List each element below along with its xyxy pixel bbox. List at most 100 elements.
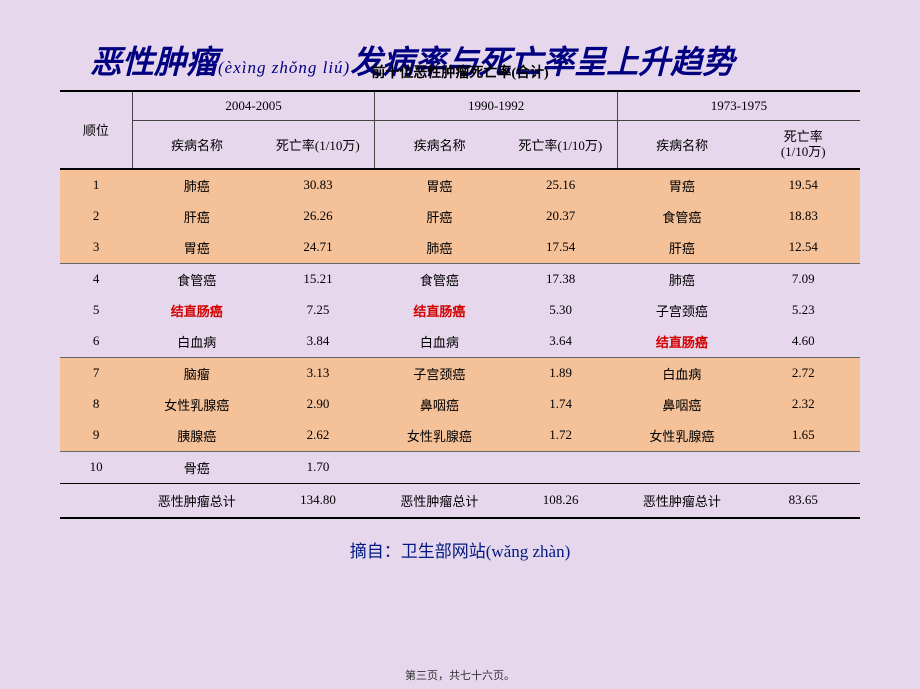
total-cell: 恶性肿瘤总计 xyxy=(375,483,504,518)
rate-header-1: 死亡率(1/10万) xyxy=(504,120,618,169)
table-row: 2肝癌26.26肝癌20.37食管癌18.83 xyxy=(60,201,860,232)
rate-cell xyxy=(504,451,618,483)
rank-cell: 4 xyxy=(60,263,132,295)
rate-cell: 17.38 xyxy=(504,263,618,295)
table-body: 1肺癌30.83胃癌25.16胃癌19.542肝癌26.26肝癌20.37食管癌… xyxy=(60,169,860,518)
rate-cell: 20.37 xyxy=(504,201,618,232)
rank-cell: 3 xyxy=(60,232,132,264)
disease-cell: 白血病 xyxy=(132,326,261,358)
disease-cell: 白血病 xyxy=(617,357,746,389)
rank-cell: 8 xyxy=(60,389,132,420)
disease-cell xyxy=(617,451,746,483)
total-cell: 134.80 xyxy=(261,483,375,518)
disease-cell: 食管癌 xyxy=(617,201,746,232)
table-row: 9胰腺癌2.62女性乳腺癌1.72女性乳腺癌1.65 xyxy=(60,420,860,452)
table-row: 8女性乳腺癌2.90鼻咽癌1.74鼻咽癌2.32 xyxy=(60,389,860,420)
rate-cell: 24.71 xyxy=(261,232,375,264)
rank-cell: 10 xyxy=(60,451,132,483)
disease-cell: 白血病 xyxy=(375,326,504,358)
title-pinyin: (èxìng zhǒng liú) xyxy=(218,58,350,77)
page-footer: 第三页，共七十六页。 xyxy=(0,667,920,683)
table-row: 7脑瘤3.13子宫颈癌1.89白血病2.72 xyxy=(60,357,860,389)
table-row: 3胃癌24.71肺癌17.54肝癌12.54 xyxy=(60,232,860,264)
disease-cell: 女性乳腺癌 xyxy=(375,420,504,452)
disease-cell: 女性乳腺癌 xyxy=(132,389,261,420)
period-header-1: 1990-1992 xyxy=(375,91,618,121)
rate-cell: 2.62 xyxy=(261,420,375,452)
rate-cell: 3.64 xyxy=(504,326,618,358)
rank-cell: 5 xyxy=(60,295,132,326)
rate-cell: 26.26 xyxy=(261,201,375,232)
total-row: 恶性肿瘤总计134.80恶性肿瘤总计108.26恶性肿瘤总计83.65 xyxy=(60,483,860,518)
disease-header-0: 疾病名称 xyxy=(132,120,261,169)
rank-cell: 7 xyxy=(60,357,132,389)
disease-cell: 肺癌 xyxy=(375,232,504,264)
disease-header-2: 疾病名称 xyxy=(617,120,746,169)
rate-cell: 7.09 xyxy=(746,263,860,295)
table-row: 4食管癌15.21食管癌17.38肺癌7.09 xyxy=(60,263,860,295)
rank-cell: 2 xyxy=(60,201,132,232)
disease-cell: 结直肠癌 xyxy=(132,295,261,326)
rate-cell xyxy=(746,451,860,483)
source-pinyin: (wǎng zhàn) xyxy=(486,542,571,561)
header-row-2: 疾病名称 死亡率(1/10万) 疾病名称 死亡率(1/10万) 疾病名称 死亡率… xyxy=(60,120,860,169)
rate-cell: 12.54 xyxy=(746,232,860,264)
table-row: 6白血病3.84白血病3.64结直肠癌4.60 xyxy=(60,326,860,358)
table-wrapper: 顺位 2004-2005 1990-1992 1973-1975 疾病名称 死亡… xyxy=(0,90,920,519)
col-rank-header: 顺位 xyxy=(60,91,132,169)
rate-cell: 1.72 xyxy=(504,420,618,452)
rate-cell: 1.70 xyxy=(261,451,375,483)
disease-cell: 食管癌 xyxy=(375,263,504,295)
disease-cell: 胃癌 xyxy=(132,232,261,264)
disease-cell: 胃癌 xyxy=(375,169,504,201)
rate-cell: 2.32 xyxy=(746,389,860,420)
rate-cell: 15.21 xyxy=(261,263,375,295)
disease-cell: 肺癌 xyxy=(132,169,261,201)
rank-cell: 9 xyxy=(60,420,132,452)
rate-cell: 5.23 xyxy=(746,295,860,326)
total-cell: 83.65 xyxy=(746,483,860,518)
disease-cell: 脑瘤 xyxy=(132,357,261,389)
disease-cell: 结直肠癌 xyxy=(617,326,746,358)
disease-cell: 鼻咽癌 xyxy=(617,389,746,420)
rate-cell: 2.90 xyxy=(261,389,375,420)
table-row: 5结直肠癌7.25结直肠癌5.30子宫颈癌5.23 xyxy=(60,295,860,326)
disease-cell: 女性乳腺癌 xyxy=(617,420,746,452)
disease-cell: 肝癌 xyxy=(375,201,504,232)
rank-cell: 6 xyxy=(60,326,132,358)
header-row-1: 顺位 2004-2005 1990-1992 1973-1975 xyxy=(60,91,860,121)
source-line: 摘自：卫生部网站(wǎng zhàn) xyxy=(0,537,920,562)
disease-cell: 子宫颈癌 xyxy=(375,357,504,389)
mortality-table: 顺位 2004-2005 1990-1992 1973-1975 疾病名称 死亡… xyxy=(60,90,860,519)
total-cell: 108.26 xyxy=(504,483,618,518)
disease-header-1: 疾病名称 xyxy=(375,120,504,169)
total-cell xyxy=(60,483,132,518)
disease-cell xyxy=(375,451,504,483)
table-row: 10骨癌1.70 xyxy=(60,451,860,483)
rate-cell: 3.84 xyxy=(261,326,375,358)
disease-cell: 肝癌 xyxy=(132,201,261,232)
period-header-0: 2004-2005 xyxy=(132,91,375,121)
rate-cell: 30.83 xyxy=(261,169,375,201)
rank-cell: 1 xyxy=(60,169,132,201)
rate-cell: 4.60 xyxy=(746,326,860,358)
rate-cell: 18.83 xyxy=(746,201,860,232)
disease-cell: 骨癌 xyxy=(132,451,261,483)
rate-cell: 7.25 xyxy=(261,295,375,326)
title-part1: 恶性肿瘤 xyxy=(90,44,218,80)
disease-cell: 鼻咽癌 xyxy=(375,389,504,420)
total-cell: 恶性肿瘤总计 xyxy=(617,483,746,518)
rate-cell: 3.13 xyxy=(261,357,375,389)
rate-cell: 17.54 xyxy=(504,232,618,264)
disease-cell: 结直肠癌 xyxy=(375,295,504,326)
disease-cell: 子宫颈癌 xyxy=(617,295,746,326)
rate-cell: 25.16 xyxy=(504,169,618,201)
rate-header-0: 死亡率(1/10万) xyxy=(261,120,375,169)
disease-cell: 胃癌 xyxy=(617,169,746,201)
total-cell: 恶性肿瘤总计 xyxy=(132,483,261,518)
disease-cell: 肺癌 xyxy=(617,263,746,295)
period-header-2: 1973-1975 xyxy=(617,91,860,121)
source-prefix: 摘自： xyxy=(350,542,401,561)
rate-cell: 1.74 xyxy=(504,389,618,420)
source-name: 卫生部网站 xyxy=(401,542,486,561)
